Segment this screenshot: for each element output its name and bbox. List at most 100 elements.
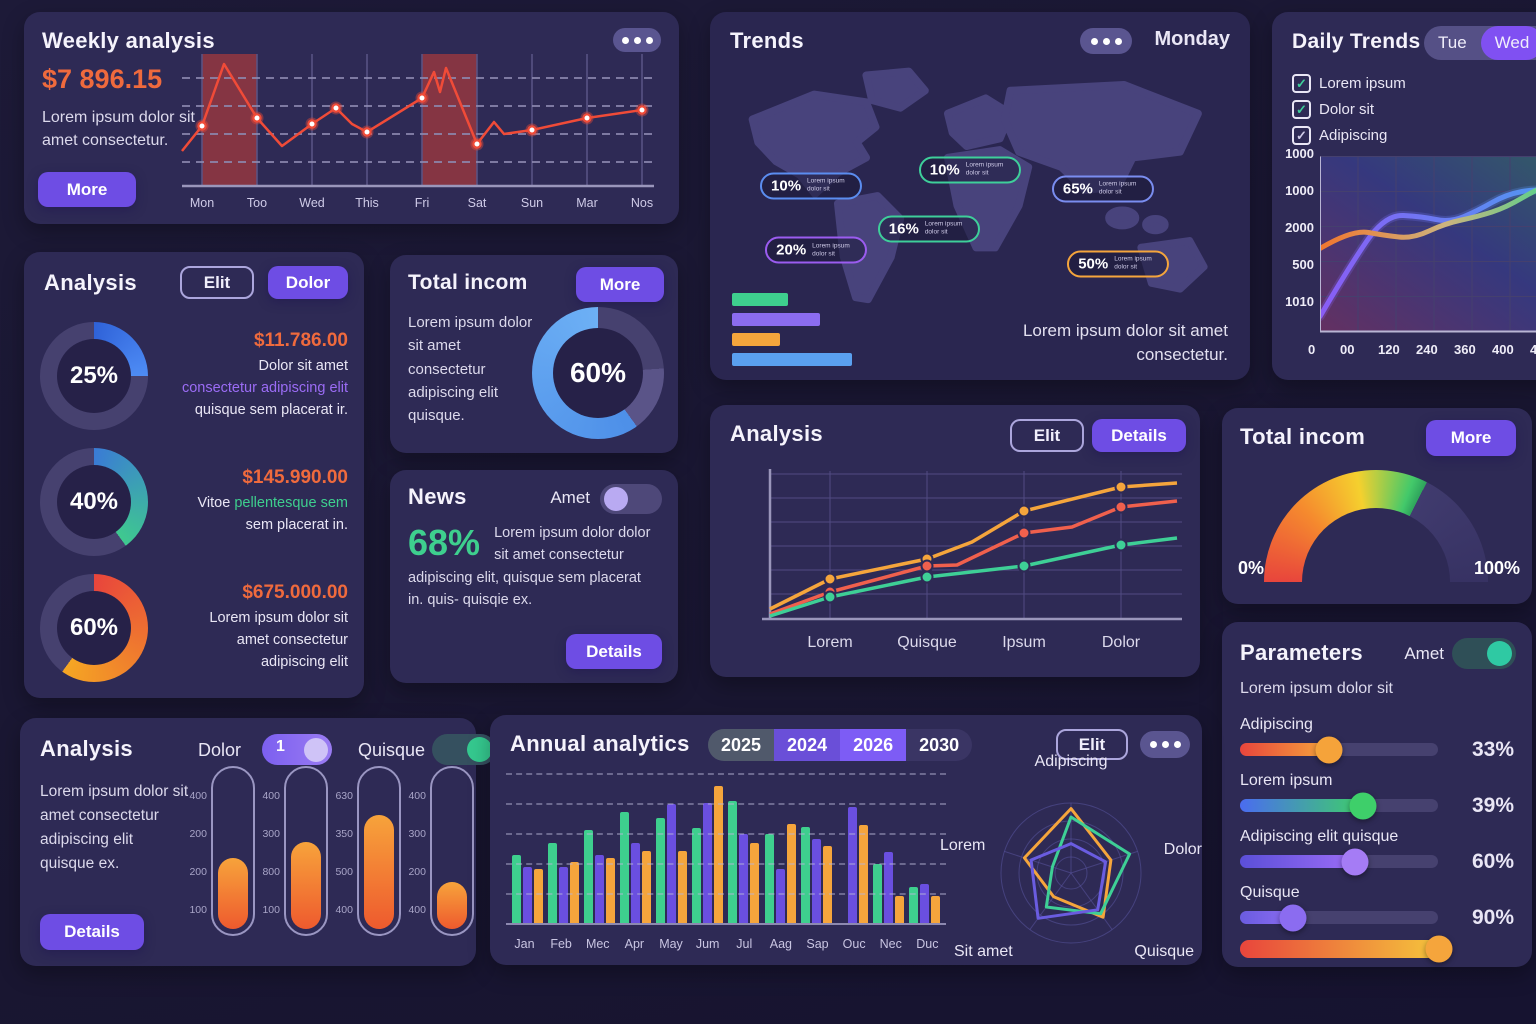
amet-toggle[interactable] <box>600 484 662 514</box>
bar-green <box>692 828 702 923</box>
checkbox-adipiscing[interactable]: ✓ Adipiscing <box>1292 126 1406 145</box>
slider-knob[interactable] <box>1279 904 1307 931</box>
slider-track[interactable] <box>1240 848 1438 875</box>
donut-amount: $145.990.00 <box>242 467 348 489</box>
dot <box>645 36 653 44</box>
daily-trends-panel: Daily Trends TueWedThu ✓Lorem ipsum✓Dolo… <box>1272 12 1536 380</box>
thermometer-ticks: 630 350 500 400 <box>331 766 357 936</box>
map-percentage-badge[interactable]: 10% Lorem ipsum dolor sit <box>760 172 863 200</box>
bar-group <box>584 773 616 923</box>
month-label: Jum <box>695 937 720 951</box>
slider-track[interactable] <box>1240 935 1453 963</box>
more-button[interactable]: More <box>38 172 136 207</box>
news-title: News <box>408 484 467 509</box>
year-tab-2025[interactable]: 2025 <box>708 729 775 761</box>
slider-knob[interactable] <box>1349 792 1377 819</box>
map-percentage-badge[interactable]: 20% Lorem ipsum dolor sit <box>765 236 868 264</box>
tick-label: 300 <box>408 828 426 840</box>
more-button[interactable]: More <box>576 267 664 302</box>
svg-text:Wed: Wed <box>299 196 325 210</box>
dolor-toggle-label: Dolor <box>198 740 242 760</box>
bar-green <box>512 855 521 923</box>
more-button[interactable]: More <box>1426 420 1516 456</box>
elit-button[interactable]: Elit <box>1010 419 1084 452</box>
bar-orange <box>930 896 940 923</box>
dolor-button[interactable]: Dolor <box>268 266 348 299</box>
trends-menu-button[interactable] <box>1080 28 1132 54</box>
bar-orange <box>714 786 724 923</box>
month-label: May <box>659 937 683 951</box>
slider-knob[interactable] <box>1315 736 1343 763</box>
daily-line-chart <box>1315 154 1536 334</box>
analysis-title: Analysis <box>40 736 133 761</box>
daily-side-text: Lorem ipsumsit amet consectadipiscinquis <box>1412 74 1536 164</box>
tab-wed[interactable]: Wed <box>1480 26 1536 60</box>
bar-group <box>837 773 868 923</box>
elit-button[interactable]: Elit <box>180 266 254 299</box>
weekly-line-chart: Mon Too Wed This Fri Sat Sun Mar Nos <box>179 46 665 218</box>
quisque-toggle-label: Quisque <box>358 740 426 760</box>
map-percentage-badge[interactable]: 10% Lorem ipsum dolor sit <box>918 156 1021 184</box>
donut-chart: 60% <box>40 574 148 682</box>
thermometer: 400 300 200 400 <box>404 766 474 936</box>
amet-toggle[interactable] <box>1452 638 1516 669</box>
bar-orange <box>786 824 796 923</box>
weekly-desc: Lorem ipsum dolor sit amet consectetur. <box>42 109 195 150</box>
legend-bar <box>732 313 820 326</box>
toggle-knob <box>304 737 328 762</box>
tick-label: 630 <box>335 790 353 802</box>
thermometer-ticks: 400 200 200 100 <box>185 766 211 936</box>
side-text-line: adipiscin <box>1412 119 1536 142</box>
donut-row: 60% $675.000.00 Lorem ipsum dolor sit amet … <box>40 566 348 690</box>
thermo-desc: Lorem ipsum dolor sit amet consectetur a… <box>40 783 189 873</box>
thermometer-fill <box>291 842 321 929</box>
year-tab-2030[interactable]: 2030 <box>919 735 960 755</box>
annual-menu-button[interactable] <box>1140 731 1190 758</box>
slider-knob[interactable] <box>1341 848 1369 875</box>
map-percentage-badge[interactable]: 50% Lorem ipsum dolor sit <box>1067 250 1170 278</box>
bar-group <box>872 773 904 923</box>
elit-button[interactable]: Elit <box>1056 729 1128 760</box>
quisque-toggle[interactable] <box>432 734 496 765</box>
map-percentage-badge[interactable]: 16% Lorem ipsum dolor sit <box>877 215 980 243</box>
radar-label-sit-amet: Sit amet <box>954 943 1013 960</box>
grid-line <box>506 893 946 895</box>
bar-purple <box>703 803 713 923</box>
bar-purple <box>559 867 569 923</box>
weekly-analysis-panel: Weekly analysis $7 896.15 Lorem ipsum do… <box>24 12 679 224</box>
checkbox-lorem-ipsum[interactable]: ✓ Lorem ipsum <box>1292 74 1406 93</box>
slider-track[interactable] <box>1240 736 1438 763</box>
dot <box>633 36 641 44</box>
tab-tue[interactable]: Tue <box>1438 33 1467 52</box>
dolor-toggle[interactable]: 1 <box>262 734 332 765</box>
badge-value: 10% <box>771 177 802 195</box>
dot <box>621 36 629 44</box>
slider-track[interactable] <box>1240 904 1438 931</box>
bar-groups <box>506 773 946 923</box>
map-percentage-badge[interactable]: 65% Lorem ipsum dolor sit <box>1051 175 1154 203</box>
slider-label: Adipiscing elit quisque <box>1240 828 1399 845</box>
bar-purple <box>775 869 785 923</box>
gauge-max-label: 100% <box>1473 558 1520 578</box>
gauge-panel: Total incom More 0% 100% <box>1222 408 1532 604</box>
year-tab-2024[interactable]: 2024 <box>774 729 841 761</box>
text-segment: adipiscing elit <box>260 653 348 670</box>
details-button[interactable]: Details <box>40 914 144 950</box>
details-button[interactable]: Details <box>566 634 662 669</box>
bar-purple <box>811 839 821 923</box>
bar-purple <box>523 867 532 923</box>
details-button[interactable]: Details <box>1092 419 1186 452</box>
slider-knob[interactable] <box>1425 935 1453 963</box>
weekly-menu-button[interactable] <box>613 28 661 52</box>
month-label: Ouc <box>842 937 866 951</box>
checkbox-dolor-sit[interactable]: ✓ Dolor sit <box>1292 100 1406 119</box>
slider-track[interactable] <box>1240 792 1438 819</box>
year-tab-2026[interactable]: 2026 <box>840 729 907 761</box>
bar-purple <box>739 834 749 923</box>
donut-line: sem placerat in. <box>148 515 348 537</box>
baseline <box>506 923 946 925</box>
badge-note: Lorem ipsum dolor sit <box>965 161 1004 177</box>
gauge-title: Total incom <box>1240 424 1366 449</box>
trends-caption: Lorem ipsum dolor sit amet consectetur. <box>1022 320 1228 365</box>
month-label: Apr <box>624 937 645 951</box>
